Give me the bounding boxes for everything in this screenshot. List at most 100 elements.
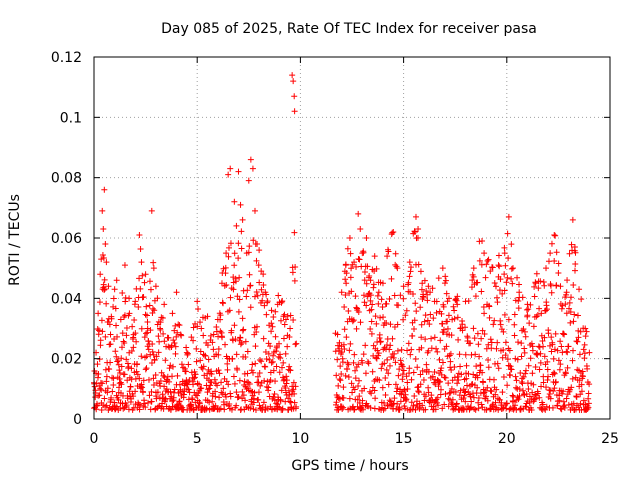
roti-cloud-point [125, 363, 132, 370]
roti-cloud-point [414, 364, 421, 371]
roti-cloud-point [475, 405, 482, 412]
roti-cloud-point [423, 361, 430, 368]
roti-cloud-point [139, 272, 146, 279]
roti-cloud-point [292, 341, 299, 348]
roti-cloud-point [244, 370, 251, 377]
roti-cloud-point [217, 312, 224, 319]
roti-cloud-point [494, 360, 501, 367]
roti-cloud-point [452, 388, 459, 395]
roti-cloud-point [447, 358, 454, 365]
roti-cloud-point [290, 379, 297, 386]
roti-cloud-point [400, 316, 407, 323]
roti-cloud-point [408, 264, 415, 271]
roti-cloud-point [354, 396, 361, 403]
roti-point [289, 72, 296, 79]
roti-cloud-point [584, 365, 591, 372]
roti-cloud-point [347, 250, 354, 257]
roti-cloud-point [109, 388, 116, 395]
roti-point [287, 325, 294, 332]
roti-cloud-point [527, 301, 534, 308]
roti-cloud-point [566, 250, 573, 257]
roti-point [505, 213, 512, 220]
roti-point [532, 280, 539, 287]
roti-cloud-point [281, 321, 288, 328]
roti-cloud-point [349, 318, 356, 325]
roti-cloud-point [370, 342, 377, 349]
roti-cloud-point [191, 374, 198, 381]
roti-cloud-point [110, 375, 117, 382]
roti-cloud-point [514, 356, 521, 363]
roti-cloud-point [272, 333, 279, 340]
roti-cloud-point [145, 376, 152, 383]
roti-cloud-point [520, 326, 527, 333]
roti-cloud-point [110, 303, 117, 310]
roti-cloud-point [333, 372, 340, 379]
roti-cloud-point [101, 395, 108, 402]
axis-ticks [93, 56, 611, 420]
roti-point [136, 231, 143, 238]
roti-cloud-point [478, 401, 485, 408]
roti-point [586, 349, 593, 356]
roti-cloud-point [224, 366, 231, 373]
roti-cloud-point [415, 389, 422, 396]
roti-cloud-point [96, 392, 103, 399]
roti-cloud-point [435, 275, 442, 282]
roti-cloud-point [411, 392, 418, 399]
roti-cloud-point [580, 346, 587, 353]
roti-cloud-point [101, 286, 108, 293]
roti-cloud-point [364, 358, 371, 365]
roti-cloud-point [99, 328, 106, 335]
roti-cloud-point [197, 319, 204, 326]
roti-cloud-point [351, 386, 358, 393]
roti-cloud-point [127, 383, 134, 390]
roti-cloud-point [208, 370, 215, 377]
roti-cloud-point [184, 350, 191, 357]
roti-cloud-point [211, 405, 218, 412]
roti-cloud-point [176, 398, 183, 405]
roti-cloud-point [254, 373, 261, 380]
roti-cloud-point [145, 338, 152, 345]
roti-cloud-point [570, 347, 577, 354]
roti-cloud-point [161, 338, 168, 345]
roti-cloud-point [279, 405, 286, 412]
roti-cloud-point [433, 345, 440, 352]
roti-point [198, 325, 205, 332]
roti-cloud-point [115, 396, 122, 403]
roti-cloud-point [457, 363, 464, 370]
roti-point [99, 207, 106, 214]
roti-cloud-point [263, 383, 270, 390]
roti-cloud-point [172, 350, 179, 357]
roti-cloud-point [431, 334, 438, 341]
roti-cloud-point [237, 334, 244, 341]
roti-cloud-point [414, 234, 421, 241]
roti-cloud-point [335, 382, 342, 389]
roti-point [132, 298, 139, 305]
roti-cloud-point [485, 341, 492, 348]
roti-cloud-point [497, 321, 504, 328]
roti-cloud-point [570, 318, 577, 325]
roti-cloud-point [276, 340, 283, 347]
roti-point [107, 331, 114, 338]
roti-cloud-point [568, 384, 575, 391]
roti-cloud-point [163, 386, 170, 393]
roti-cloud-point [215, 345, 222, 352]
roti-cloud-point [472, 293, 479, 300]
roti-cloud-point [141, 400, 148, 407]
roti-cloud-point [493, 345, 500, 352]
roti-cloud-point [509, 280, 516, 287]
roti-cloud-point [565, 343, 572, 350]
roti-cloud-point [280, 335, 287, 342]
roti-cloud-point [408, 346, 415, 353]
roti-cloud-point [113, 353, 120, 360]
roti-cloud-point [526, 393, 533, 400]
roti-cloud-point [166, 378, 173, 385]
roti-cloud-point [209, 339, 216, 346]
roti-point [346, 235, 353, 241]
roti-cloud-point [368, 306, 375, 313]
roti-cloud-point [441, 280, 448, 287]
roti-cloud-point [444, 318, 451, 325]
roti-cloud-point [268, 359, 275, 366]
x-axis-label: GPS time / hours [291, 458, 408, 474]
roti-cloud-point [389, 229, 396, 236]
roti-point [239, 216, 246, 223]
